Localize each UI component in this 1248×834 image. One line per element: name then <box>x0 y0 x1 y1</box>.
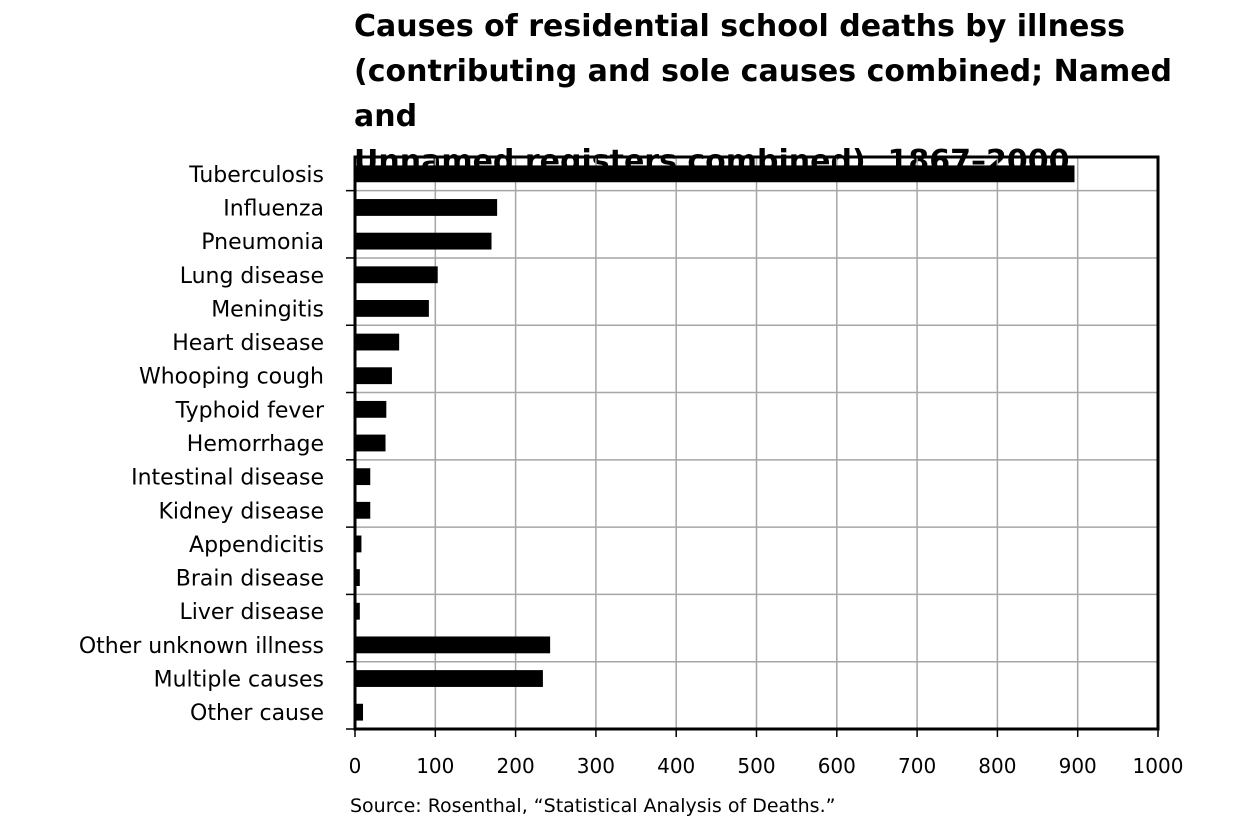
bar-tuberculosis <box>355 165 1075 183</box>
x-tick-label: 500 <box>737 754 775 778</box>
bar-other-cause <box>355 703 364 721</box>
x-tick-label: 300 <box>577 754 615 778</box>
bar-appendicitis <box>355 535 362 553</box>
category-label: Meningitis <box>211 297 324 322</box>
category-label: Other unknown illness <box>79 634 324 659</box>
x-tick-label: 600 <box>818 754 856 778</box>
x-tick-label: 800 <box>978 754 1016 778</box>
category-label: Brain disease <box>176 567 324 592</box>
bar-typhoid-fever <box>355 400 387 418</box>
category-label: Lung disease <box>180 264 324 289</box>
x-tick-label: 0 <box>349 754 362 778</box>
x-tick-label: 700 <box>898 754 936 778</box>
category-label: Whooping cough <box>139 365 324 390</box>
bar-kidney-disease <box>355 501 371 519</box>
category-label: Tuberculosis <box>188 163 324 188</box>
bar-brain-disease <box>355 569 360 586</box>
bar-meningitis <box>355 300 429 317</box>
bar-multiple-causes <box>355 670 543 687</box>
category-label: Other cause <box>190 701 324 726</box>
category-label: Typhoid fever <box>175 398 325 423</box>
y-axis-ticks <box>346 189 355 730</box>
x-tick-labels: 0 100 200 300 400 500 600 700 800 900 1000 <box>349 754 1184 778</box>
bar-liver-disease <box>355 602 360 620</box>
x-tick-label: 1000 <box>1133 754 1184 778</box>
x-axis-ticks <box>354 729 1159 737</box>
bars <box>355 165 1075 721</box>
category-label: Appendicitis <box>189 533 324 558</box>
bar-influenza <box>355 199 498 216</box>
category-label: Multiple causes <box>154 668 324 693</box>
bar-hemorrhage <box>355 434 386 452</box>
category-labels: Tuberculosis Influenza Pneumonia Lung disea… <box>79 163 325 726</box>
x-tick-label: 400 <box>657 754 695 778</box>
source-note: Source: Rosenthal, “Statistical Analysis… <box>350 795 836 817</box>
category-label: Hemorrhage <box>187 432 324 457</box>
bar-pneumonia <box>355 232 492 250</box>
bar-lung-disease <box>355 266 438 284</box>
category-label: Influenza <box>223 196 324 221</box>
x-tick-label: 100 <box>416 754 454 778</box>
category-label: Heart disease <box>172 331 324 356</box>
category-label: Kidney disease <box>158 499 324 524</box>
bar-intestinal-disease <box>355 468 371 486</box>
x-tick-label: 200 <box>497 754 535 778</box>
x-tick-label: 900 <box>1059 754 1097 778</box>
bar-whooping-cough <box>355 367 392 385</box>
category-label: Liver disease <box>179 600 324 625</box>
bar-other-unknown-illness <box>355 636 551 654</box>
bar-heart-disease <box>355 333 400 351</box>
category-label: Intestinal disease <box>131 466 324 491</box>
category-label: Pneumonia <box>201 230 324 255</box>
